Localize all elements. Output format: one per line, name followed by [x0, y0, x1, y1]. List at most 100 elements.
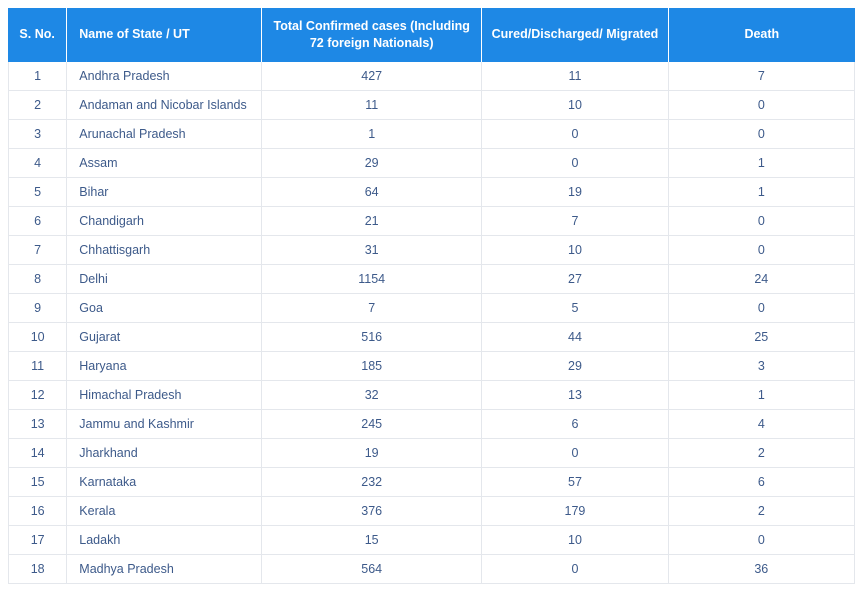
col-state: Name of State / UT [67, 8, 262, 62]
cell-state: Madhya Pradesh [67, 555, 262, 584]
cell-confirmed: 376 [262, 497, 482, 526]
col-confirmed: Total Confirmed cases (Including 72 fore… [262, 8, 482, 62]
cell-sno: 16 [8, 497, 67, 526]
cell-state: Arunachal Pradesh [67, 120, 262, 149]
cell-confirmed: 64 [262, 178, 482, 207]
cell-cured: 7 [482, 207, 668, 236]
table-row: 5Bihar64191 [8, 178, 855, 207]
cell-sno: 13 [8, 410, 67, 439]
cell-cured: 57 [482, 468, 668, 497]
cell-death: 0 [669, 236, 855, 265]
cell-confirmed: 1 [262, 120, 482, 149]
col-death: Death [669, 8, 855, 62]
cell-sno: 5 [8, 178, 67, 207]
cell-cured: 29 [482, 352, 668, 381]
cell-sno: 18 [8, 555, 67, 584]
cell-state: Jammu and Kashmir [67, 410, 262, 439]
table-header: S. No. Name of State / UT Total Confirme… [8, 8, 855, 62]
cell-death: 1 [669, 381, 855, 410]
cell-confirmed: 15 [262, 526, 482, 555]
cell-state: Jharkhand [67, 439, 262, 468]
cell-cured: 0 [482, 555, 668, 584]
cell-state: Kerala [67, 497, 262, 526]
cell-confirmed: 11 [262, 91, 482, 120]
cell-death: 0 [669, 91, 855, 120]
cell-sno: 17 [8, 526, 67, 555]
table-body: 1Andhra Pradesh4271172Andaman and Nicoba… [8, 62, 855, 584]
cell-sno: 6 [8, 207, 67, 236]
cell-state: Assam [67, 149, 262, 178]
cell-death: 36 [669, 555, 855, 584]
cell-cured: 27 [482, 265, 668, 294]
cell-state: Gujarat [67, 323, 262, 352]
cell-death: 2 [669, 439, 855, 468]
cell-cured: 0 [482, 439, 668, 468]
table-row: 9Goa750 [8, 294, 855, 323]
cell-death: 1 [669, 178, 855, 207]
cell-cured: 44 [482, 323, 668, 352]
cell-state: Andhra Pradesh [67, 62, 262, 91]
table-row: 6Chandigarh2170 [8, 207, 855, 236]
covid-state-table: S. No. Name of State / UT Total Confirme… [8, 8, 855, 584]
table-row: 11Haryana185293 [8, 352, 855, 381]
cell-death: 0 [669, 294, 855, 323]
cell-cured: 179 [482, 497, 668, 526]
cell-sno: 9 [8, 294, 67, 323]
table-row: 18Madhya Pradesh564036 [8, 555, 855, 584]
cell-confirmed: 29 [262, 149, 482, 178]
table-row: 17Ladakh15100 [8, 526, 855, 555]
cell-sno: 8 [8, 265, 67, 294]
cell-death: 2 [669, 497, 855, 526]
cell-cured: 6 [482, 410, 668, 439]
cell-death: 25 [669, 323, 855, 352]
cell-sno: 12 [8, 381, 67, 410]
table-row: 2Andaman and Nicobar Islands11100 [8, 91, 855, 120]
cell-state: Delhi [67, 265, 262, 294]
cell-state: Goa [67, 294, 262, 323]
cell-state: Andaman and Nicobar Islands [67, 91, 262, 120]
cell-cured: 13 [482, 381, 668, 410]
table-row: 13Jammu and Kashmir24564 [8, 410, 855, 439]
cell-confirmed: 232 [262, 468, 482, 497]
cell-sno: 1 [8, 62, 67, 91]
cell-state: Chhattisgarh [67, 236, 262, 265]
cell-sno: 4 [8, 149, 67, 178]
cell-death: 6 [669, 468, 855, 497]
table-row: 7Chhattisgarh31100 [8, 236, 855, 265]
table-row: 4Assam2901 [8, 149, 855, 178]
cell-cured: 10 [482, 91, 668, 120]
cell-death: 1 [669, 149, 855, 178]
cell-state: Himachal Pradesh [67, 381, 262, 410]
cell-confirmed: 516 [262, 323, 482, 352]
cell-sno: 7 [8, 236, 67, 265]
cell-cured: 19 [482, 178, 668, 207]
col-cured: Cured/Discharged/ Migrated [482, 8, 668, 62]
cell-cured: 0 [482, 149, 668, 178]
cell-state: Bihar [67, 178, 262, 207]
cell-confirmed: 564 [262, 555, 482, 584]
cell-death: 0 [669, 526, 855, 555]
cell-confirmed: 245 [262, 410, 482, 439]
cell-state: Chandigarh [67, 207, 262, 236]
cell-sno: 15 [8, 468, 67, 497]
table-row: 16Kerala3761792 [8, 497, 855, 526]
cell-state: Karnataka [67, 468, 262, 497]
table-row: 15Karnataka232576 [8, 468, 855, 497]
cell-sno: 3 [8, 120, 67, 149]
cell-sno: 11 [8, 352, 67, 381]
table-row: 8Delhi11542724 [8, 265, 855, 294]
cell-cured: 10 [482, 236, 668, 265]
cell-state: Ladakh [67, 526, 262, 555]
cell-cured: 0 [482, 120, 668, 149]
cell-death: 0 [669, 207, 855, 236]
cell-confirmed: 32 [262, 381, 482, 410]
table-row: 14Jharkhand1902 [8, 439, 855, 468]
cell-confirmed: 19 [262, 439, 482, 468]
cell-cured: 5 [482, 294, 668, 323]
cell-death: 7 [669, 62, 855, 91]
cell-cured: 10 [482, 526, 668, 555]
table-row: 10Gujarat5164425 [8, 323, 855, 352]
cell-sno: 2 [8, 91, 67, 120]
cell-death: 3 [669, 352, 855, 381]
cell-death: 0 [669, 120, 855, 149]
